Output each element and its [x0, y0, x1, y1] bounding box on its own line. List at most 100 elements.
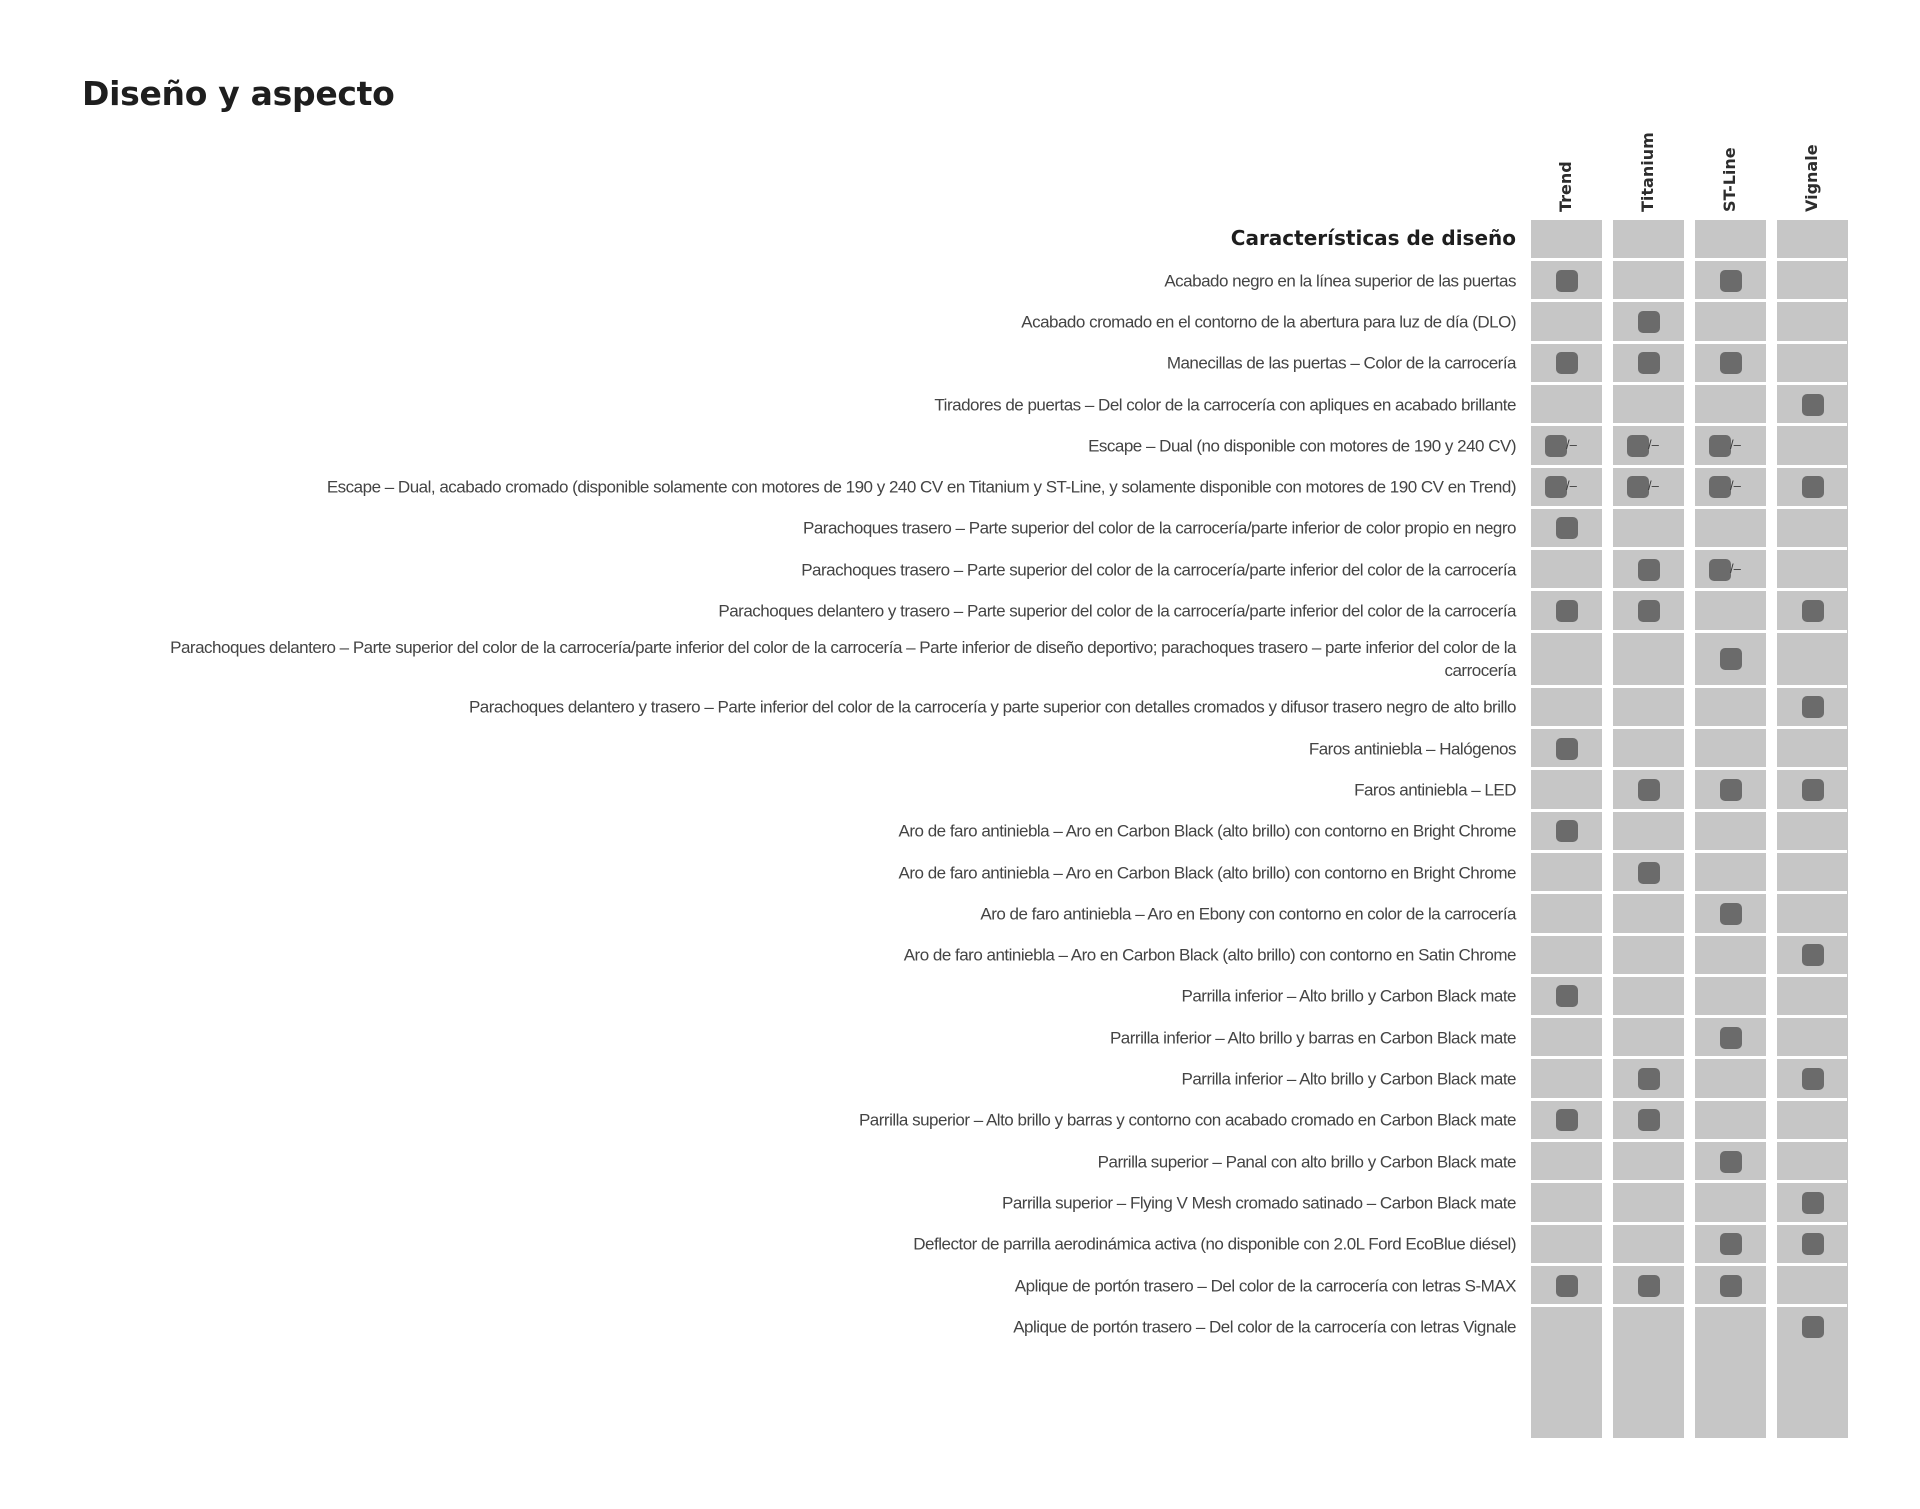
row-divider	[1531, 588, 1847, 592]
standard-mark-trend	[1555, 352, 1578, 375]
standard-mark-vignale	[1801, 476, 1824, 499]
feature-label: Aro de faro antiniebla – Aro en Carbon B…	[898, 863, 1517, 883]
table-row: Parrilla inferior – Alto brillo y Carbon…	[0, 973, 1920, 1017]
standard-mark-st-line	[1719, 1150, 1742, 1173]
table-row: Parrilla superior – Alto brillo y barras…	[0, 1097, 1920, 1141]
standard-mark-trend	[1555, 517, 1578, 540]
mark-suffix: /–	[1566, 436, 1577, 452]
feature-label: Faros antiniebla – LED	[1354, 780, 1516, 800]
row-divider	[1531, 1139, 1847, 1142]
row-divider	[1531, 423, 1847, 427]
standard-mark-st-line	[1719, 269, 1742, 292]
feature-label: Manecillas de las puertas – Color de la …	[1166, 353, 1517, 373]
table-row: Tiradores de puertas – Del color de la c…	[0, 381, 1920, 425]
standard-mark-titanium	[1637, 778, 1660, 801]
mark-suffix: /–	[1730, 560, 1741, 576]
table-row: Aro de faro antiniebla – Aro en Carbon B…	[0, 932, 1920, 976]
row-divider	[1531, 1056, 1847, 1060]
row-divider	[1531, 932, 1847, 936]
standard-mark-trend	[1555, 820, 1578, 843]
feature-label: Parrilla inferior – Alto brillo y Carbon…	[1181, 986, 1517, 1006]
row-divider	[1531, 340, 1847, 344]
row-divider	[1531, 629, 1847, 633]
mark-suffix: /–	[1566, 478, 1577, 494]
feature-label: Faros antiniebla – Halógenos	[1308, 739, 1517, 759]
standard-mark-titanium	[1637, 1109, 1660, 1132]
table-row: Acabado cromado en el contorno de la abe…	[0, 299, 1920, 342]
table-row: Aplique de portón trasero – Del color de…	[0, 1262, 1920, 1306]
feature-label: Parrilla inferior – Alto brillo y Carbon…	[1181, 1069, 1517, 1089]
row-divider	[1531, 808, 1847, 812]
row-divider	[1531, 1015, 1847, 1019]
standard-mark-st-line	[1719, 648, 1742, 671]
mark-suffix: /–	[1648, 478, 1659, 494]
standard-mark-st-line: /–	[1709, 476, 1741, 499]
feature-label: Aro de faro antiniebla – Aro en Ebony co…	[980, 904, 1516, 924]
row-divider	[1531, 1262, 1847, 1266]
row-divider	[1531, 464, 1847, 468]
column-titanium-background	[1613, 220, 1684, 1438]
feature-label: Aro de faro antiniebla – Aro en Carbon B…	[898, 821, 1517, 841]
table-row: Escape – Dual (no disponible con motores…	[0, 423, 1920, 466]
row-divider	[1531, 547, 1847, 551]
standard-mark-vignale	[1801, 944, 1824, 967]
section-title: Características de diseño	[1230, 226, 1516, 250]
standard-mark-titanium	[1637, 861, 1660, 884]
table-row: Aro de faro antiniebla – Aro en Carbon B…	[0, 808, 1920, 852]
table-row: Parachoques delantero – Parte superior d…	[0, 629, 1920, 687]
standard-mark-trend: /–	[1545, 434, 1577, 457]
row-divider	[1531, 767, 1847, 771]
mark-suffix: /–	[1648, 436, 1659, 452]
standard-mark-titanium: /–	[1627, 434, 1659, 457]
feature-label: Acabado negro en la línea superior de la…	[1164, 271, 1516, 291]
standard-mark-titanium	[1637, 1068, 1660, 1091]
row-divider	[1531, 1304, 1847, 1308]
table-row: Parrilla inferior – Alto brillo y Carbon…	[0, 1056, 1920, 1099]
standard-mark-vignale	[1801, 1233, 1824, 1256]
standard-mark-st-line	[1719, 1274, 1742, 1297]
table-row: Parrilla superior – Flying V Mesh cromad…	[0, 1180, 1920, 1223]
row-divider	[1531, 381, 1847, 385]
standard-mark-trend	[1555, 1274, 1578, 1297]
row-divider	[1531, 891, 1847, 895]
standard-mark-titanium: /–	[1627, 476, 1659, 499]
row-divider	[1531, 684, 1847, 688]
standard-mark-st-line: /–	[1709, 558, 1741, 581]
table-row: Faros antiniebla – LED	[0, 767, 1920, 810]
feature-label: Parachoques trasero – Parte superior del…	[803, 518, 1516, 538]
standard-mark-titanium	[1637, 600, 1660, 623]
standard-mark-st-line	[1719, 1026, 1742, 1049]
standard-mark-st-line	[1719, 902, 1742, 925]
feature-label: Aplique de portón trasero – Del color de…	[1013, 1317, 1516, 1337]
standard-mark-trend	[1555, 600, 1578, 623]
standard-mark-trend	[1555, 1109, 1578, 1132]
feature-label: Deflector de parrilla aerodinámica activ…	[913, 1234, 1516, 1254]
feature-label: Parachoques trasero – Parte superior del…	[801, 560, 1516, 580]
row-divider	[1531, 505, 1847, 509]
standard-mark-trend: /–	[1545, 476, 1577, 499]
row-divider	[1531, 1180, 1847, 1184]
feature-label: Parrilla superior – Panal con alto brill…	[1097, 1152, 1517, 1172]
standard-mark-trend	[1555, 269, 1578, 292]
row-divider	[1531, 973, 1847, 977]
feature-label: Parrilla superior – Alto brillo y barras…	[858, 1110, 1517, 1130]
table-row: Parrilla inferior – Alto brillo y barras…	[0, 1015, 1920, 1058]
table-row: Aplique de portón trasero – Del color de…	[0, 1304, 1920, 1347]
row-divider	[1531, 258, 1847, 261]
mark-suffix: /–	[1730, 478, 1741, 494]
feature-label: Tiradores de puertas – Del color de la c…	[934, 395, 1516, 415]
standard-mark-vignale	[1801, 393, 1824, 416]
feature-label: Parrilla superior – Flying V Mesh cromad…	[1002, 1193, 1516, 1213]
column-header-label: Trend	[1555, 161, 1575, 212]
table-row: Parachoques trasero – Parte superior del…	[0, 505, 1920, 549]
feature-label: Acabado cromado en el contorno de la abe…	[1021, 312, 1516, 332]
table-row: Parrilla superior – Panal con alto brill…	[0, 1139, 1920, 1182]
standard-mark-titanium	[1637, 558, 1660, 581]
standard-mark-titanium	[1637, 352, 1660, 375]
standard-mark-vignale	[1801, 1315, 1824, 1338]
standard-mark-vignale	[1801, 1068, 1824, 1091]
standard-mark-vignale	[1801, 778, 1824, 801]
standard-mark-vignale	[1801, 600, 1824, 623]
feature-label: Parachoques delantero y trasero – Parte …	[718, 601, 1516, 621]
table-row: Manecillas de las puertas – Color de la …	[0, 340, 1920, 384]
